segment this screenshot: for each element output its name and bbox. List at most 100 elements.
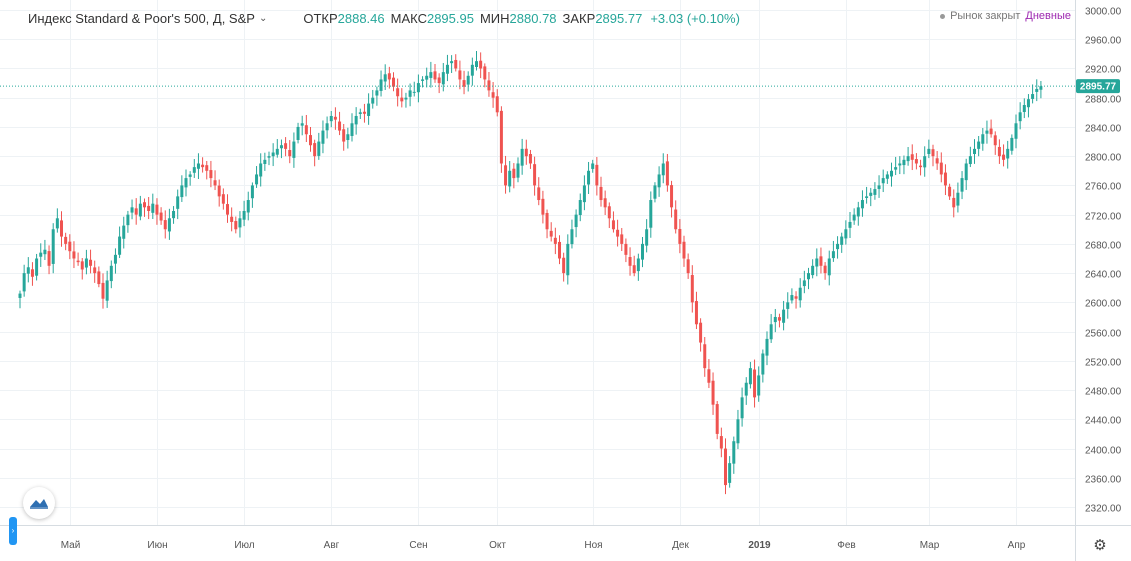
candle-body (151, 203, 155, 213)
tradingview-logo-icon[interactable] (23, 487, 55, 519)
y-tick-label: 3000.00 (1085, 7, 1122, 18)
candle (358, 108, 362, 119)
x-tick-label: Июл (234, 540, 254, 551)
candle-body (167, 218, 171, 232)
candle-body (898, 163, 902, 166)
candle (607, 202, 611, 229)
candle-body (827, 258, 831, 276)
symbol-title[interactable]: Индекс Standard & Poor's 500, Д, S&P (28, 10, 255, 26)
candle (499, 106, 503, 173)
candle-body (678, 228, 682, 244)
candle (242, 200, 246, 227)
candle (595, 156, 599, 196)
candle-body (416, 83, 420, 93)
candle (898, 156, 902, 175)
candle (176, 189, 180, 220)
candle (209, 160, 213, 188)
candle-body (860, 200, 864, 209)
candle-body (1010, 137, 1014, 151)
y-tick-label: 2400.00 (1085, 446, 1122, 457)
candle (250, 182, 254, 208)
candle-body (653, 185, 657, 199)
candle (196, 153, 200, 180)
candle-body (454, 59, 458, 69)
candle (699, 318, 703, 352)
price-axis-labels: 2320.00 2360.00 2400.00 2440.00 2480.00 2520.… (1085, 7, 1122, 515)
candle-body (993, 135, 997, 146)
candle-body (973, 148, 976, 155)
candle (919, 159, 923, 176)
candle-body (425, 75, 429, 80)
candle-body (39, 252, 43, 257)
candle (815, 248, 819, 277)
candle (271, 143, 275, 167)
candle-body (952, 197, 956, 208)
candle (562, 252, 566, 282)
candle-body (869, 192, 873, 196)
candle-body (470, 64, 474, 76)
candle-body (811, 265, 815, 276)
candle (89, 249, 93, 274)
gear-icon[interactable]: ⚙ (1093, 537, 1107, 554)
candle (458, 60, 462, 90)
candle-body (309, 135, 312, 146)
candle-body (22, 273, 26, 292)
left-panel-toggle-icon[interactable]: › (9, 517, 17, 545)
candle (1002, 144, 1006, 167)
candle-body (777, 317, 781, 321)
candle (516, 157, 520, 183)
candle-body (275, 148, 279, 155)
candle-body (674, 209, 678, 230)
candle (18, 290, 22, 309)
candle (379, 70, 383, 97)
candle-body (553, 237, 557, 244)
chevron-down-icon[interactable]: ⌄ (258, 12, 268, 24)
interval-label[interactable]: Дневные (1025, 10, 1071, 22)
candle-body (72, 251, 76, 259)
candle (649, 191, 653, 238)
x-tick-label: Авг (324, 540, 340, 551)
candle (645, 219, 649, 253)
candle (533, 156, 537, 196)
candle (375, 86, 379, 106)
y-tick-label: 2760.00 (1085, 182, 1122, 193)
candle (703, 337, 707, 377)
candle-body (935, 158, 939, 164)
candle-body (429, 72, 433, 78)
y-tick-label: 2960.00 (1085, 36, 1122, 47)
candle (765, 331, 769, 366)
candle (678, 219, 682, 254)
candle (549, 222, 553, 242)
candle-body (753, 369, 757, 398)
candle-body (728, 463, 732, 483)
candle-body (690, 275, 694, 303)
candle-body (396, 88, 400, 97)
candle (578, 193, 582, 222)
candle (105, 270, 109, 308)
candle (172, 206, 176, 224)
candle (902, 155, 906, 175)
candle (844, 220, 848, 245)
candle-body (263, 159, 267, 164)
candle-body (205, 165, 209, 171)
candle-body (234, 221, 238, 230)
candle (711, 372, 715, 415)
candle (367, 93, 371, 125)
candle (836, 236, 840, 259)
candle-body (358, 112, 362, 114)
candle (715, 401, 719, 440)
candle-body (732, 441, 736, 464)
candle-body (192, 167, 196, 173)
candle (894, 156, 898, 176)
candle-body (18, 293, 22, 298)
candle-body (217, 185, 221, 197)
time-axis-labels: Май Июн Июл Авг Сен Окт Ноя Дек 2019 Фев Мар Апр (61, 540, 1026, 551)
candle-body (566, 243, 570, 276)
market-status: Рынок закрыт Дневные (940, 10, 1071, 22)
candle (973, 139, 976, 164)
candle (138, 195, 142, 221)
candle-body (495, 96, 499, 113)
candle-body (981, 134, 985, 144)
